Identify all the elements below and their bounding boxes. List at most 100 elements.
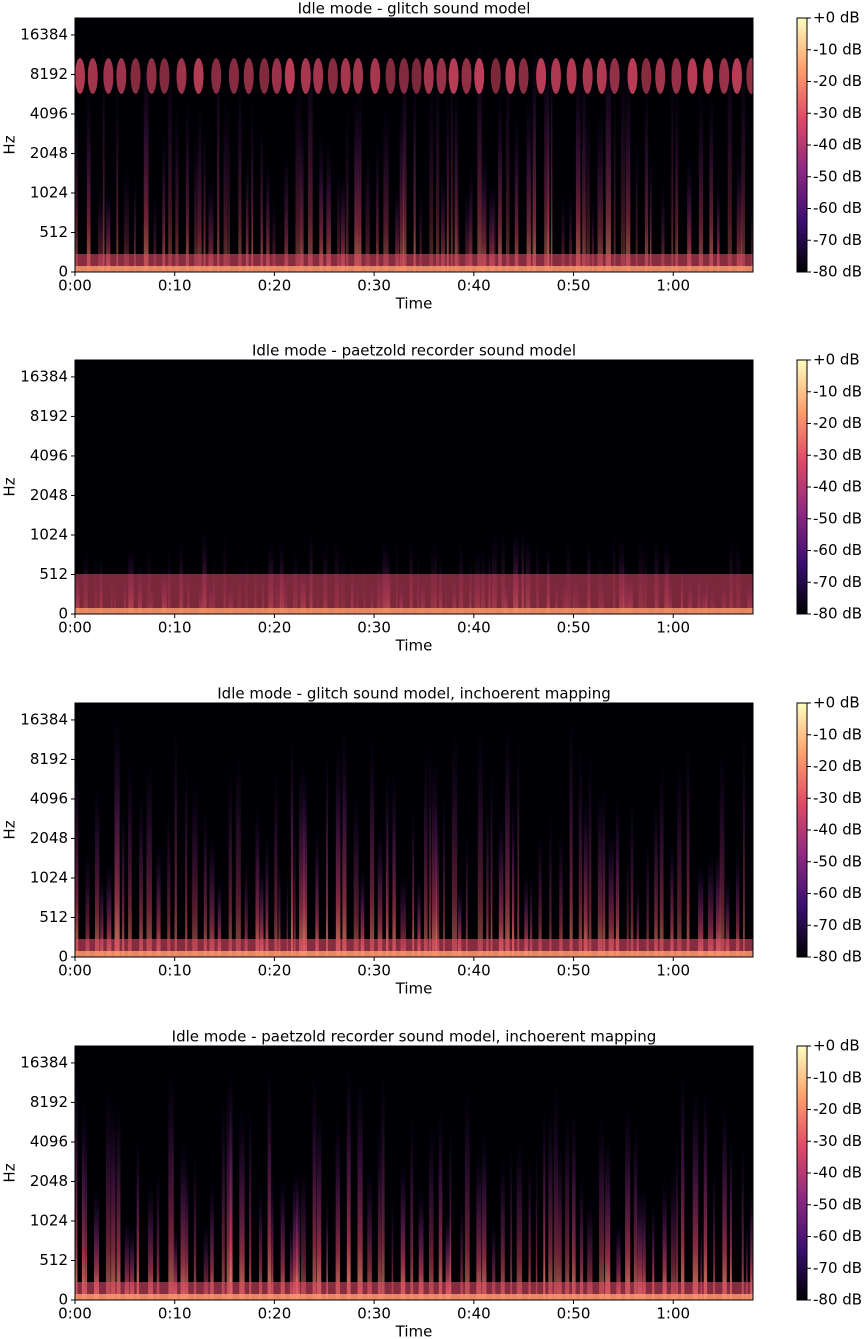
spectral-streak — [547, 80, 550, 272]
harmonic-blob — [159, 58, 170, 94]
spectral-streak — [587, 1198, 593, 1300]
x-tick-label: 0:10 — [158, 962, 192, 980]
spectral-streak — [510, 1142, 513, 1300]
bottom-band — [75, 608, 753, 614]
plot-frame — [74, 702, 754, 958]
spectral-streak — [526, 94, 531, 272]
spectral-streak — [223, 529, 227, 614]
spectral-streak — [259, 866, 264, 957]
spectral-streak — [105, 1087, 111, 1300]
spectral-streak — [482, 1133, 487, 1300]
spectral-streak — [517, 734, 520, 957]
harmonic-blob — [176, 58, 187, 94]
colorbar-tick-label: -20 dB — [813, 757, 862, 775]
spectral-streak — [116, 74, 119, 272]
spectral-streak — [736, 848, 740, 957]
spectral-streak — [429, 70, 434, 272]
spectrogram-image — [75, 360, 753, 614]
spectral-streak — [81, 1102, 85, 1300]
spectral-streak — [185, 98, 189, 272]
spectral-streak — [670, 840, 674, 957]
x-axis-label: Time — [395, 295, 433, 313]
spectral-streak — [492, 180, 496, 272]
x-tick-label: 0:20 — [258, 1305, 292, 1323]
spectral-streak — [75, 761, 79, 957]
spectral-streak — [550, 38, 553, 272]
spectral-streak — [100, 875, 104, 957]
spectral-streak — [465, 189, 471, 272]
spectral-streak — [208, 179, 214, 272]
colorbar-tick-label: -70 dB — [813, 231, 862, 249]
colorbar-tick-label: -20 dB — [813, 414, 862, 432]
spectral-streak — [613, 74, 616, 272]
y-tick-label: 8192 — [30, 750, 68, 768]
spectral-streak — [750, 1188, 753, 1300]
spectral-streak — [98, 187, 104, 272]
colorbar-tick-label: -10 dB — [813, 1068, 862, 1086]
spectral-streak — [315, 827, 319, 957]
spectral-streak — [111, 1100, 116, 1300]
spectral-streak — [278, 855, 281, 957]
spectral-streak — [300, 115, 304, 272]
harmonic-blob — [327, 58, 338, 94]
harmonic-blob — [370, 58, 381, 94]
spectral-streak — [94, 785, 100, 957]
spectral-streak — [383, 105, 389, 272]
spectral-streak — [359, 84, 362, 272]
harmonic-blob — [193, 58, 204, 94]
spectral-streak — [498, 91, 502, 272]
spectral-streak — [139, 795, 143, 957]
spectral-streak — [490, 768, 493, 957]
y-tick-label: 1024 — [30, 525, 68, 543]
spectral-streak — [316, 1109, 322, 1300]
colorbar-tick-label: -40 dB — [813, 821, 862, 839]
spectral-streak — [703, 1089, 708, 1300]
spectral-streak — [635, 130, 638, 272]
spectral-streak — [586, 102, 590, 272]
spectral-streak — [303, 771, 307, 957]
spectral-streak — [565, 1113, 570, 1300]
spectral-streak — [185, 760, 188, 957]
spectral-streak — [357, 1080, 363, 1300]
spectral-streak — [255, 807, 260, 957]
y-tick-label: 16384 — [20, 367, 68, 385]
colorbar-tick-label: +0 dB — [813, 694, 860, 712]
spectral-streak — [271, 1171, 274, 1300]
harmonic-blob — [385, 58, 396, 94]
spectral-streak — [272, 199, 276, 272]
y-tick-label: 512 — [39, 908, 68, 926]
spectral-streak — [597, 790, 603, 957]
spectral-streak — [290, 735, 294, 957]
harmonic-blob — [284, 58, 295, 94]
x-tick-label: 0:00 — [58, 619, 92, 637]
spectral-streak — [571, 1110, 576, 1300]
spectral-streak — [741, 1145, 744, 1300]
colorbar-tick-label: -40 dB — [813, 136, 862, 154]
spectral-streak — [249, 1104, 252, 1300]
spectral-streak — [681, 1073, 685, 1300]
spectral-streak — [365, 146, 370, 272]
spectral-streak — [244, 862, 248, 957]
x-tick-label: 1:00 — [656, 277, 690, 295]
spectral-streak — [646, 839, 649, 957]
y-tick-label: 1024 — [30, 183, 68, 201]
spectral-streak — [381, 1070, 385, 1300]
spectral-streak — [312, 1072, 317, 1300]
harmonic-blob — [448, 58, 459, 94]
y-tick-label: 512 — [39, 223, 68, 241]
spectral-streak — [294, 823, 296, 957]
spectral-streak — [524, 873, 528, 957]
spectral-streak — [124, 1219, 129, 1300]
spectral-streak — [722, 1103, 727, 1300]
spectral-streak — [451, 729, 458, 957]
colorbar-tick-label: +0 dB — [813, 1037, 860, 1055]
spectral-streak — [675, 85, 679, 272]
spectral-streak — [440, 172, 445, 272]
spectral-streak — [245, 156, 249, 272]
spectral-streak — [700, 1227, 703, 1300]
y-tick-label: 0 — [58, 948, 68, 966]
x-tick-label: 0:00 — [58, 1305, 92, 1323]
spectral-streak — [535, 1148, 538, 1300]
y-tick-label: 2048 — [30, 1172, 68, 1190]
colorbar-tick-label: -10 dB — [813, 725, 862, 743]
